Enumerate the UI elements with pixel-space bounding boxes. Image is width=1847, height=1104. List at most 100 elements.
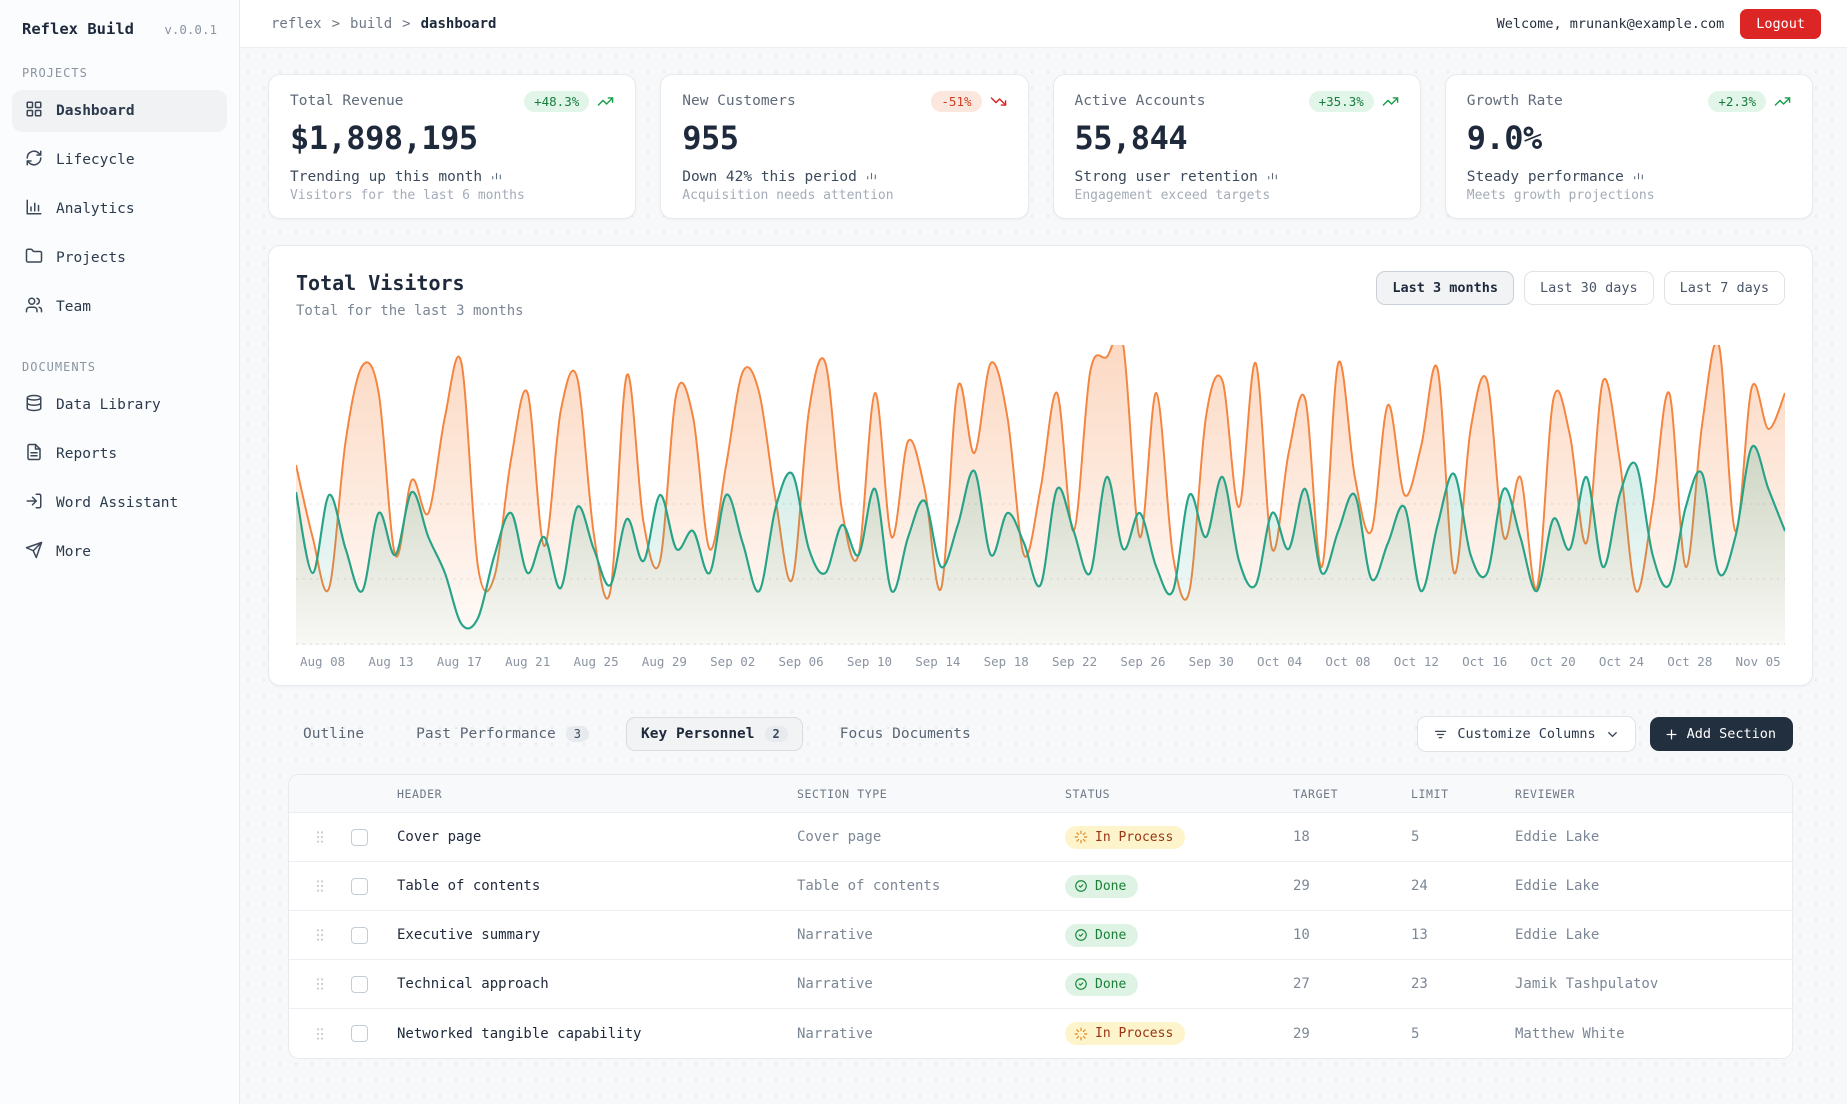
cell-target: 29 bbox=[1293, 878, 1310, 894]
chart-title: Total Visitors bbox=[296, 271, 465, 295]
trend-badge: -51% bbox=[931, 91, 982, 112]
x-axis-tick: Nov 05 bbox=[1735, 654, 1781, 669]
status-badge: Done bbox=[1065, 874, 1139, 898]
stat-card-new-customers: New Customers -51% 955 Down 42% this per… bbox=[660, 74, 1029, 219]
cell-limit: 24 bbox=[1411, 878, 1428, 894]
word-assistant-icon bbox=[25, 492, 43, 514]
circle-check-icon bbox=[1075, 929, 1087, 941]
row-checkbox[interactable] bbox=[351, 975, 368, 993]
column-header[interactable]: LIMIT bbox=[1411, 786, 1449, 801]
sidebar-item-label: Word Assistant bbox=[56, 495, 179, 511]
stat-card-line2: Meets growth projections bbox=[1466, 188, 1655, 203]
column-header[interactable]: REVIEWER bbox=[1515, 786, 1576, 801]
breadcrumb-part[interactable]: reflex bbox=[271, 15, 322, 32]
cell-header[interactable]: Technical approach bbox=[397, 976, 549, 992]
column-header[interactable]: STATUS bbox=[1065, 786, 1111, 801]
cell-header[interactable]: Cover page bbox=[397, 829, 482, 845]
logout-button[interactable]: Logout bbox=[1740, 8, 1821, 39]
stat-card-line1: Trending up this month bbox=[290, 168, 483, 185]
tab-count-badge: 3 bbox=[565, 726, 590, 742]
sidebar-item-more[interactable]: More bbox=[12, 531, 227, 573]
breadcrumb-separator: > bbox=[331, 15, 341, 32]
sidebar-section-label: PROJECTS bbox=[22, 66, 88, 80]
range-button-7-days[interactable]: Last 7 days bbox=[1663, 271, 1785, 305]
table-header-row: HEADER SECTION TYPE STATUS TARGET LIMIT … bbox=[289, 775, 1792, 813]
sidebar-item-word-assistant[interactable]: Word Assistant bbox=[12, 482, 227, 524]
range-button-30-days[interactable]: Last 30 days bbox=[1524, 271, 1654, 305]
sidebar-item-reports[interactable]: Reports bbox=[12, 433, 227, 475]
column-header[interactable]: HEADER bbox=[397, 786, 443, 801]
stat-card-line2: Acquisition needs attention bbox=[682, 188, 894, 203]
sidebar-item-dashboard[interactable]: Dashboard bbox=[12, 90, 227, 132]
cell-limit: 5 bbox=[1411, 1025, 1420, 1042]
trend-badge: +48.3% bbox=[524, 91, 590, 112]
sidebar-item-data-library[interactable]: Data Library bbox=[12, 384, 227, 426]
tab-outline[interactable]: Outline bbox=[288, 717, 379, 751]
x-axis-tick: Aug 08 bbox=[300, 654, 346, 669]
sidebar: Reflex Build v.0.0.1 PROJECTS Dashboard … bbox=[0, 0, 240, 1104]
brand-name: Reflex Build bbox=[22, 20, 134, 38]
cell-section-type: Table of contents bbox=[797, 878, 941, 894]
stat-card-value: $1,898,195 bbox=[290, 119, 478, 157]
area-chart bbox=[296, 345, 1785, 645]
column-header[interactable]: TARGET bbox=[1293, 786, 1339, 801]
mini-bar-chart-icon bbox=[865, 168, 878, 185]
cell-section-type: Narrative bbox=[797, 927, 873, 943]
x-axis-tick: Aug 25 bbox=[573, 654, 619, 669]
drag-handle-icon[interactable] bbox=[289, 878, 351, 894]
row-checkbox[interactable] bbox=[351, 877, 368, 895]
sidebar-item-label: Dashboard bbox=[56, 103, 135, 119]
brand-version: v.0.0.1 bbox=[164, 21, 217, 37]
drag-handle-icon[interactable] bbox=[289, 1026, 351, 1042]
drag-handle-icon[interactable] bbox=[289, 829, 351, 845]
trending-up-icon bbox=[1774, 93, 1791, 110]
cell-target: 10 bbox=[1293, 927, 1310, 943]
breadcrumb-separator: > bbox=[402, 15, 411, 32]
tab-key-personnel[interactable]: Key Personnel 2 bbox=[626, 717, 803, 751]
sidebar-item-team[interactable]: Team bbox=[12, 286, 227, 328]
breadcrumb-part[interactable]: build bbox=[350, 15, 393, 32]
tab-label: Outline bbox=[303, 726, 365, 742]
tab-focus-documents[interactable]: Focus Documents bbox=[825, 717, 986, 751]
sidebar-item-analytics[interactable]: Analytics bbox=[12, 188, 227, 230]
main-area: reflex > build > dashboard Welcome, mrun… bbox=[240, 0, 1847, 1104]
sidebar-item-lifecycle[interactable]: Lifecycle bbox=[12, 139, 227, 181]
drag-handle-icon[interactable] bbox=[289, 927, 351, 943]
sidebar-item-label: Reports bbox=[56, 446, 118, 462]
status-label: In Process bbox=[1095, 829, 1174, 845]
status-badge: In Process bbox=[1065, 1022, 1186, 1045]
cell-header[interactable]: Networked tangible capability bbox=[397, 1025, 642, 1042]
x-axis-tick: Aug 29 bbox=[641, 654, 687, 669]
tab-label: Past Performance bbox=[416, 726, 556, 742]
cell-target: 29 bbox=[1293, 1025, 1310, 1042]
breadcrumb: reflex > build > dashboard bbox=[271, 16, 496, 32]
x-axis-tick: Oct 04 bbox=[1257, 654, 1303, 669]
trend-badge: +2.3% bbox=[1708, 91, 1766, 112]
visitors-chart[interactable]: Aug 08 Aug 13 Aug 17 Aug 21 Aug 25 Aug 29 Sep … bbox=[296, 345, 1785, 669]
status-label: Done bbox=[1095, 976, 1127, 992]
cell-reviewer: Jamik Tashpulatov bbox=[1515, 976, 1659, 992]
visitors-chart-card: Total Visitors Total for the last 3 mont… bbox=[268, 245, 1813, 686]
sidebar-item-projects[interactable]: Projects bbox=[12, 237, 227, 279]
sidebar-item-label: Lifecycle bbox=[56, 152, 135, 168]
add-section-button[interactable]: Add Section bbox=[1649, 717, 1793, 751]
row-checkbox[interactable] bbox=[351, 926, 368, 944]
customize-columns-button[interactable]: Customize Columns bbox=[1417, 716, 1636, 752]
table-row: Technical approach Narrative Done 27 23 … bbox=[289, 960, 1792, 1009]
cell-header[interactable]: Executive summary bbox=[397, 927, 541, 943]
tab-past-performance[interactable]: Past Performance 3 bbox=[401, 717, 604, 751]
drag-handle-icon[interactable] bbox=[289, 976, 351, 992]
table-row: Executive summary Narrative Done 10 13 E… bbox=[289, 911, 1792, 960]
row-checkbox[interactable] bbox=[351, 828, 368, 846]
cell-header[interactable]: Table of contents bbox=[397, 878, 541, 894]
cell-target: 27 bbox=[1293, 976, 1310, 992]
x-axis-tick: Sep 10 bbox=[846, 654, 893, 669]
folder-icon bbox=[25, 247, 43, 269]
topbar: reflex > build > dashboard Welcome, mrun… bbox=[240, 0, 1847, 48]
range-button-3-months[interactable]: Last 3 months bbox=[1376, 271, 1515, 305]
sidebar-item-label: Analytics bbox=[56, 201, 135, 217]
stat-card-title: Total Revenue bbox=[290, 93, 404, 109]
column-header[interactable]: SECTION TYPE bbox=[797, 786, 888, 801]
row-checkbox[interactable] bbox=[351, 1025, 368, 1042]
